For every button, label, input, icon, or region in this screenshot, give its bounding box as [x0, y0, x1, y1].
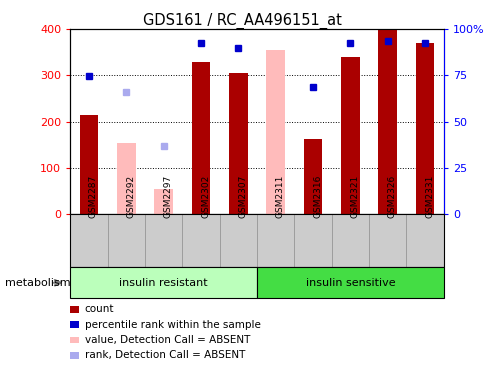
Text: GSM2331: GSM2331	[424, 175, 433, 219]
Bar	[406, 214, 443, 267]
Text: GSM2302: GSM2302	[200, 175, 210, 219]
Bar	[378, 29, 396, 214]
Text: GSM2311: GSM2311	[275, 175, 284, 219]
Text: GDS161 / RC_AA496151_at: GDS161 / RC_AA496151_at	[143, 13, 341, 29]
Bar	[70, 267, 257, 298]
Text: GSM2287: GSM2287	[89, 175, 98, 219]
Bar	[191, 61, 210, 214]
Text: GSM2326: GSM2326	[387, 175, 396, 219]
Text: GSM2307: GSM2307	[238, 175, 247, 219]
Bar	[117, 143, 136, 214]
Text: percentile rank within the sample: percentile rank within the sample	[85, 320, 260, 330]
Bar	[368, 214, 406, 267]
Bar	[266, 50, 285, 214]
Bar	[70, 214, 107, 267]
Text: count: count	[85, 304, 114, 314]
Bar	[257, 214, 294, 267]
Bar	[331, 214, 368, 267]
Text: value, Detection Call = ABSENT: value, Detection Call = ABSENT	[85, 335, 250, 345]
Text: insulin sensitive: insulin sensitive	[305, 278, 394, 288]
Bar	[79, 115, 98, 214]
Bar	[294, 214, 331, 267]
Bar	[415, 43, 434, 214]
Bar	[228, 73, 247, 214]
Text: GSM2297: GSM2297	[164, 175, 172, 219]
Bar	[257, 267, 443, 298]
Bar	[154, 189, 173, 214]
Bar	[107, 214, 145, 267]
Text: GSM2292: GSM2292	[126, 175, 135, 219]
Text: GSM2321: GSM2321	[349, 175, 359, 219]
Bar	[340, 57, 359, 214]
Text: GSM2316: GSM2316	[313, 175, 321, 219]
Bar	[303, 139, 322, 214]
Text: rank, Detection Call = ABSENT: rank, Detection Call = ABSENT	[85, 350, 245, 361]
Bar	[219, 214, 257, 267]
Text: insulin resistant: insulin resistant	[119, 278, 208, 288]
Bar	[182, 214, 219, 267]
Bar	[145, 214, 182, 267]
Text: metabolism: metabolism	[5, 278, 70, 288]
